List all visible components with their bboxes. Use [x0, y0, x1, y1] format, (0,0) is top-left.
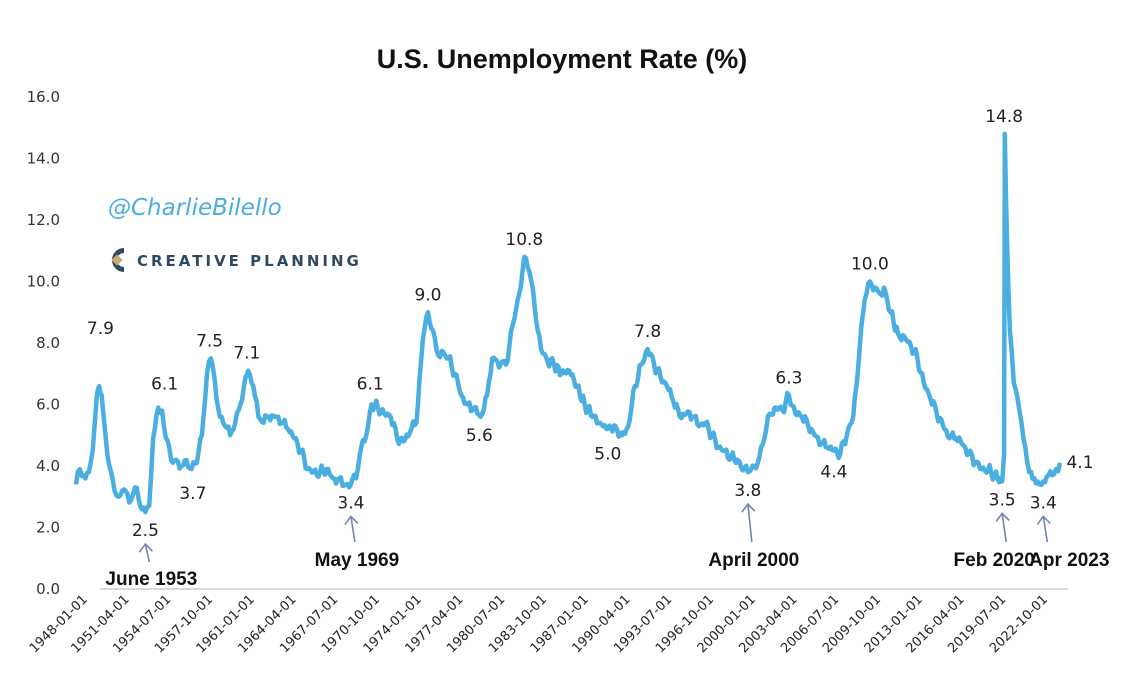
data-label: 10.8 [505, 230, 543, 250]
watermark-handle: @CharlieBilello [108, 195, 282, 221]
y-tick-label: 4.0 [36, 457, 60, 475]
x-axis: 1948-01-011951-04-011954-07-011957-10-01… [27, 592, 1051, 656]
data-label: 3.4 [337, 493, 364, 513]
y-tick-label: 6.0 [36, 396, 60, 414]
series-line-unemployment-rate [73, 131, 1063, 515]
y-tick-label: 2.0 [36, 519, 60, 537]
data-label: 7.8 [634, 322, 661, 342]
data-label: 14.8 [985, 107, 1023, 127]
data-label: 7.5 [196, 331, 223, 351]
data-label: 10.0 [851, 255, 889, 275]
watermark-brand: CREATIVE PLANNING [137, 252, 362, 270]
data-label: 2.5 [132, 521, 159, 541]
annotation-arrow-icon [144, 543, 151, 563]
arrow-head-icon [344, 515, 359, 525]
data-label: 5.0 [594, 444, 621, 464]
annotation-arrow-icon [1042, 516, 1049, 543]
arrow-head-icon [995, 512, 1010, 522]
annotation-arrow-icon [350, 516, 356, 543]
data-label: 4.1 [1066, 453, 1093, 473]
annotation-label: Feb 2020 [954, 550, 1035, 571]
y-tick-label: 10.0 [27, 273, 60, 291]
data-label: 9.0 [414, 285, 441, 305]
arrow-head-icon [138, 542, 153, 553]
data-labels: 7.9 2.5 6.1 3.7 7.5 7.1 3.4 6.1 9.0 5.6 10.8 5.0 7.8… [87, 107, 1094, 541]
data-label: 6.3 [775, 368, 802, 388]
y-tick-label: 16.0 [27, 88, 60, 106]
data-label: 7.1 [233, 344, 260, 364]
data-label: 3.4 [1030, 493, 1057, 513]
annotation-arrow-icon [1001, 513, 1007, 543]
chart-title: U.S. Unemployment Rate (%) [377, 44, 748, 74]
arrow-head-icon [1036, 515, 1051, 525]
data-label: 6.1 [151, 374, 178, 394]
creative-planning-logo-icon [111, 248, 124, 272]
data-label: 6.1 [357, 374, 384, 394]
data-label: 4.4 [820, 463, 847, 483]
data-label: 3.7 [179, 484, 206, 504]
y-axis: 0.0 2.0 4.0 6.0 8.0 10.0 12.0 14.0 16.0 [27, 88, 60, 598]
y-tick-label: 14.0 [27, 150, 60, 168]
arrow-head-icon [741, 502, 756, 513]
y-tick-label: 8.0 [36, 334, 60, 352]
y-tick-label: 0.0 [36, 580, 60, 598]
y-tick-label: 12.0 [27, 211, 60, 229]
annotation-label: June 1953 [105, 569, 197, 590]
data-label: 7.9 [87, 319, 114, 339]
data-label: 5.6 [466, 426, 493, 446]
annotation-label: April 2000 [708, 550, 799, 571]
data-label: 3.5 [989, 490, 1016, 510]
annotation-arrow-icon [747, 504, 753, 543]
annotation-label: May 1969 [315, 550, 400, 571]
data-label: 3.8 [734, 481, 761, 501]
annotation-label: Apr 2023 [1029, 550, 1109, 571]
